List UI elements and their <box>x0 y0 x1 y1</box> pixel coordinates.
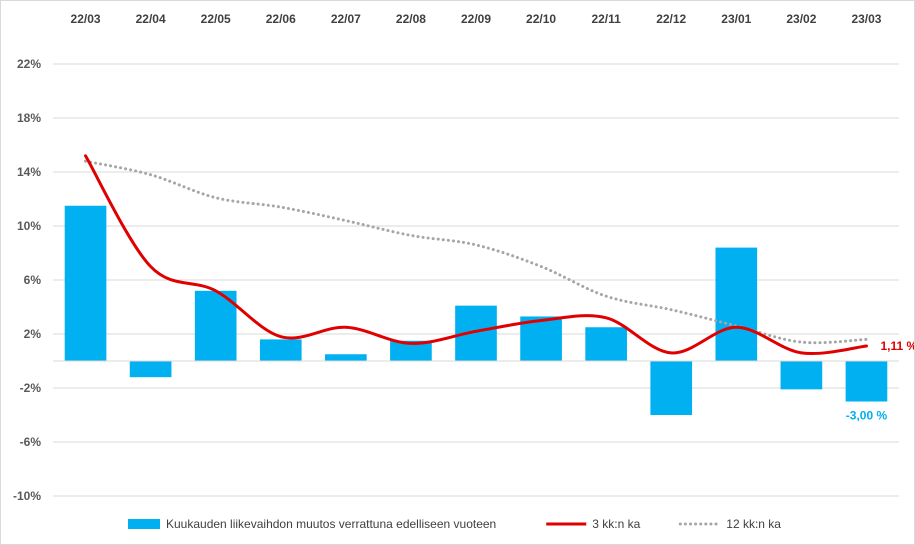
legend-item: Kuukauden liikevaihdon muutos verrattuna… <box>128 517 496 531</box>
legend-label: Kuukauden liikevaihdon muutos verrattuna… <box>166 517 496 531</box>
bar <box>845 361 888 402</box>
bar <box>64 205 107 361</box>
y-tick-label: 18% <box>17 111 41 125</box>
bar <box>585 327 627 361</box>
y-axis-tick-labels: 22% 18% 14% 10% 6% 2% -2% -6% -10% <box>13 57 41 503</box>
legend-item: 3 kk:n ka <box>546 517 641 531</box>
bar <box>520 316 562 361</box>
bar <box>129 361 172 378</box>
x-category-label: 22/05 <box>201 12 231 26</box>
y-tick-label: 10% <box>17 219 41 233</box>
bar <box>650 361 693 415</box>
line-series <box>84 154 868 356</box>
x-category-label: 22/08 <box>396 12 426 26</box>
bar-series <box>64 205 888 415</box>
x-category-label: 22/11 <box>591 12 621 26</box>
x-category-label: 22/12 <box>656 12 686 26</box>
bar <box>194 290 237 361</box>
legend: Kuukauden liikevaihdon muutos verrattuna… <box>128 517 781 531</box>
data-label-3kk-ka: 1,11 % <box>880 339 914 353</box>
legend-swatch-bar <box>128 519 160 529</box>
bar <box>715 247 758 361</box>
x-category-label: 23/01 <box>721 12 751 26</box>
x-category-label: 23/02 <box>786 12 816 26</box>
y-tick-label: 22% <box>17 57 41 71</box>
x-category-label: 22/06 <box>266 12 296 26</box>
y-tick-label: -6% <box>20 435 42 449</box>
x-category-label: 22/07 <box>331 12 361 26</box>
x-category-label: 22/09 <box>461 12 491 26</box>
x-category-label: 22/10 <box>526 12 556 26</box>
legend-label: 12 kk:n ka <box>726 517 781 531</box>
y-tick-label: 14% <box>17 165 41 179</box>
data-labels: 1,11 % -3,00 % <box>846 339 914 422</box>
x-axis-category-labels: 22/03 22/04 22/05 22/06 22/07 22/08 22/09 22/10… <box>71 12 882 26</box>
bar <box>780 361 823 390</box>
bar <box>259 339 302 361</box>
legend-item: 12 kk:n ka <box>678 517 781 531</box>
x-category-label: 22/03 <box>71 12 101 26</box>
y-tick-label: -10% <box>13 489 41 503</box>
gridlines <box>53 63 899 497</box>
y-tick-label: 6% <box>24 273 42 287</box>
bar <box>325 354 367 361</box>
legend-label: 3 kk:n ka <box>592 517 640 531</box>
line-3kk-ka <box>84 154 868 356</box>
x-category-label: 22/04 <box>136 12 166 26</box>
y-tick-label: 2% <box>24 327 42 341</box>
data-label-bar: -3,00 % <box>846 409 888 423</box>
bar <box>390 340 432 361</box>
x-category-label: 23/03 <box>851 12 881 26</box>
y-tick-label: -2% <box>20 381 42 395</box>
